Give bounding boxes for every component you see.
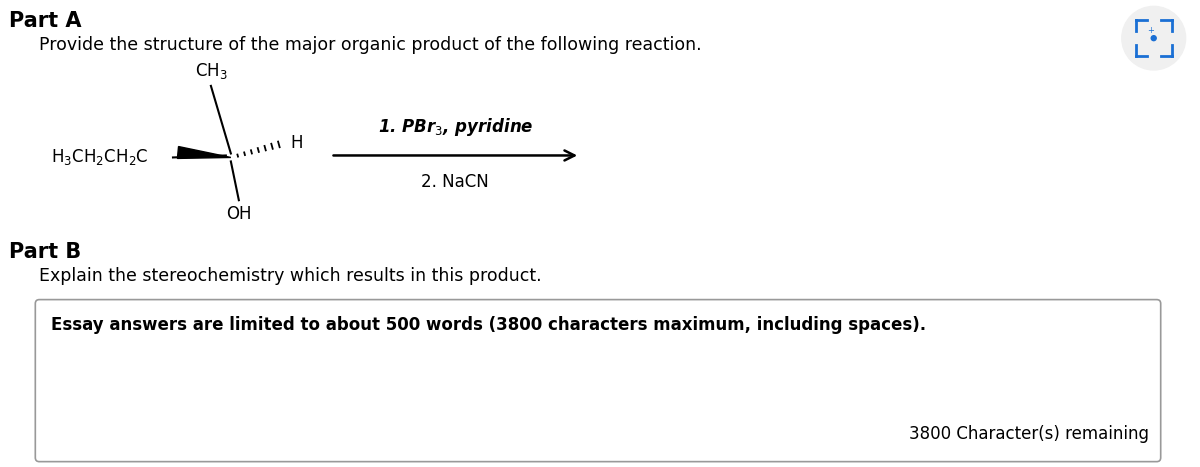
Text: Explain the stereochemistry which results in this product.: Explain the stereochemistry which result… bbox=[40, 267, 542, 285]
Text: Part B: Part B bbox=[10, 242, 82, 262]
Text: H: H bbox=[290, 134, 304, 152]
Text: 3800 Character(s) remaining: 3800 Character(s) remaining bbox=[908, 425, 1148, 443]
Text: 1. PBr$_3$, pyridine: 1. PBr$_3$, pyridine bbox=[378, 115, 533, 138]
Text: 2. NaCN: 2. NaCN bbox=[421, 173, 490, 191]
Polygon shape bbox=[178, 147, 230, 158]
Text: H$_3$CH$_2$CH$_2$C: H$_3$CH$_2$CH$_2$C bbox=[52, 148, 149, 168]
Text: OH: OH bbox=[226, 205, 252, 223]
Text: CH$_3$: CH$_3$ bbox=[194, 61, 227, 81]
Circle shape bbox=[1151, 35, 1157, 41]
Circle shape bbox=[1122, 7, 1186, 70]
Text: Provide the structure of the major organic product of the following reaction.: Provide the structure of the major organ… bbox=[40, 36, 702, 54]
Text: Essay answers are limited to about 500 words (3800 characters maximum, including: Essay answers are limited to about 500 w… bbox=[52, 316, 926, 333]
Text: Part A: Part A bbox=[10, 11, 82, 31]
Text: +: + bbox=[1147, 26, 1153, 35]
